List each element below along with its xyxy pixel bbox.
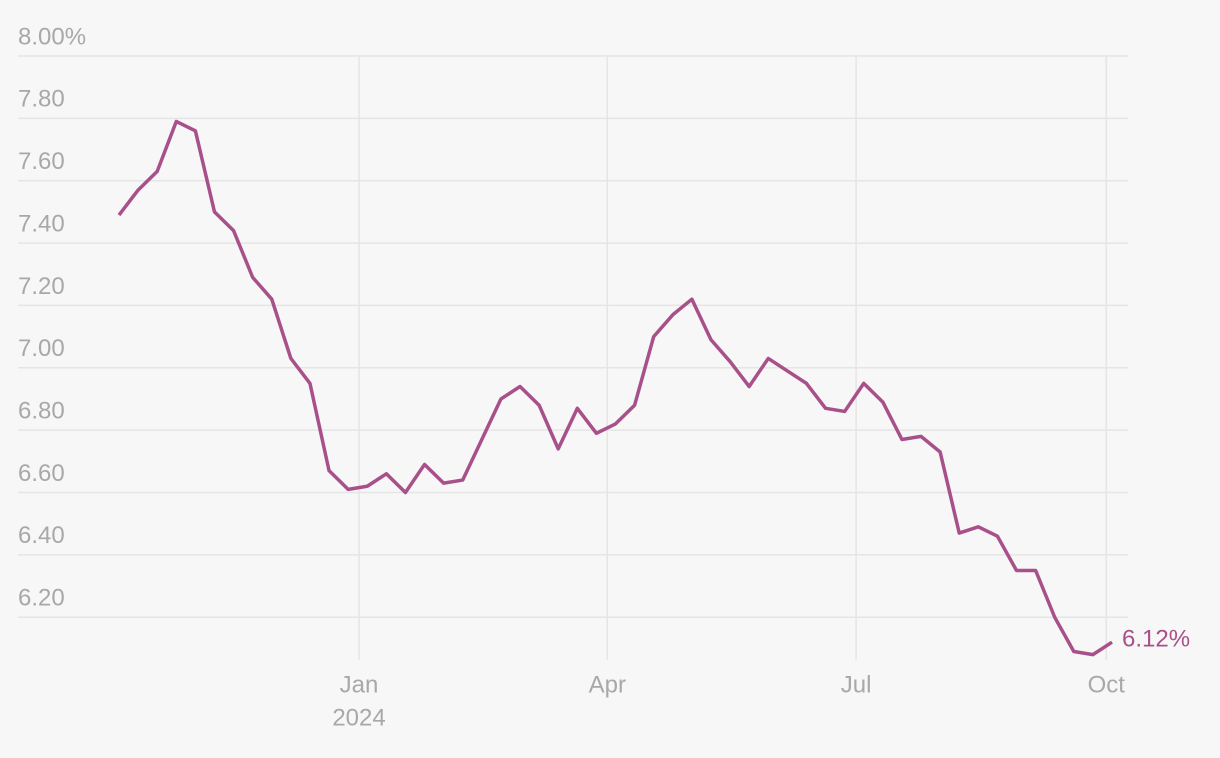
y-tick-label: 8.00% [18,23,86,50]
x-tick-label: Oct [1088,671,1126,698]
y-tick-label: 7.00 [18,335,65,362]
y-tick-label: 7.60 [18,148,65,175]
x-tick-label: Apr [589,671,626,698]
y-tick-label: 6.40 [18,522,65,549]
y-tick-label: 6.20 [18,585,65,612]
y-tick-label: 7.40 [18,210,65,237]
y-tick-label: 7.80 [18,86,65,113]
x-tick-label: Jul [841,671,872,698]
value-label: 6.12% [1122,626,1190,653]
y-tick-label: 7.20 [18,273,65,300]
y-tick-label: 6.60 [18,460,65,487]
x-tick-label: Jan [340,671,379,698]
x-tick-sublabel: 2024 [332,704,385,731]
data-line [117,119,1113,657]
y-tick-label: 6.80 [18,397,65,424]
